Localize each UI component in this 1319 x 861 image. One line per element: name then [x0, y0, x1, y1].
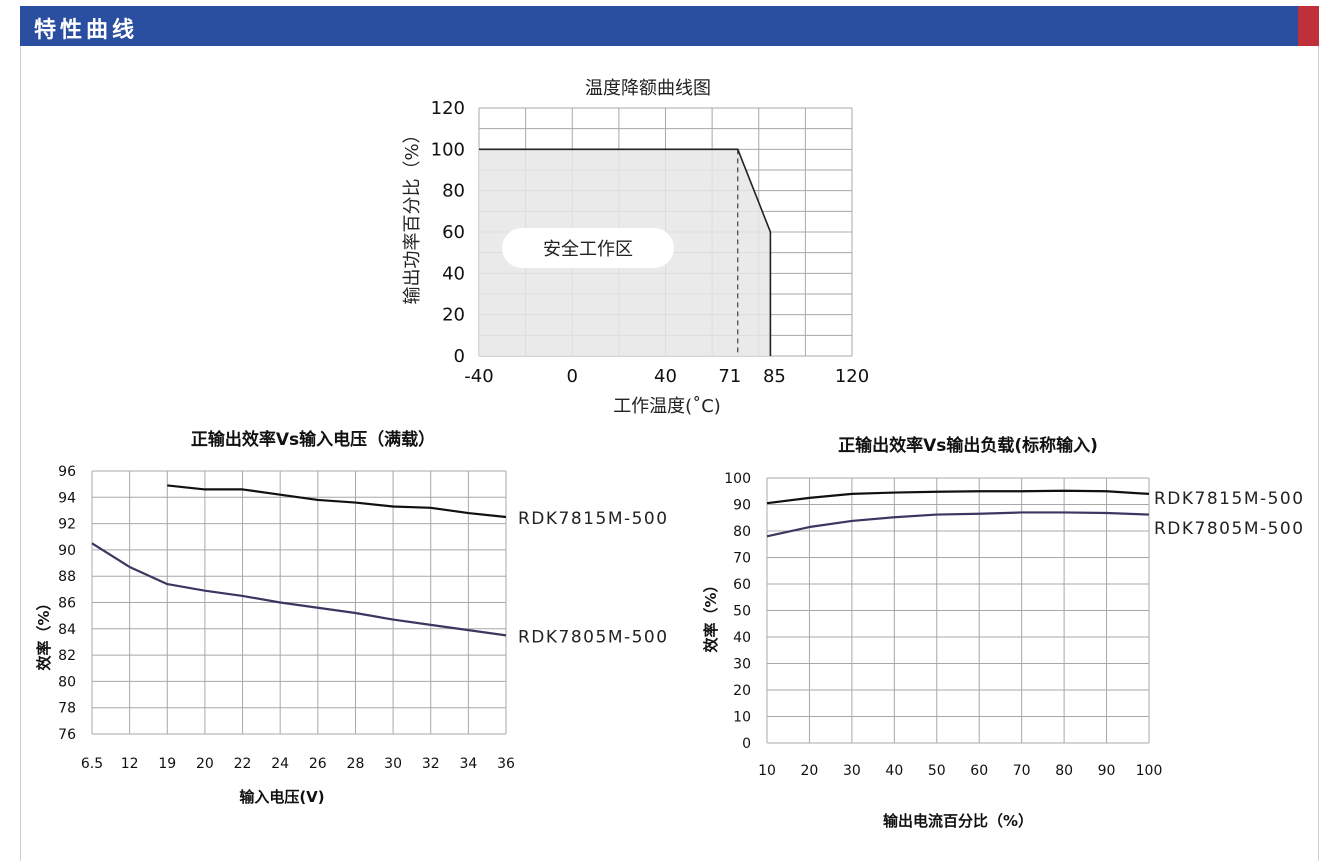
header-accent-block — [1298, 6, 1319, 46]
load-x-tick: 30 — [843, 763, 861, 779]
load-x-tick: 50 — [928, 763, 946, 779]
derating-y-tick: 0 — [454, 346, 465, 367]
voltage-x-tick: 12 — [121, 756, 139, 772]
voltage-x-tick: 34 — [459, 756, 477, 772]
derating-x-tick: 0 — [567, 366, 578, 387]
load-x-tick: 10 — [758, 763, 776, 779]
voltage-x-tick: 30 — [384, 756, 402, 772]
load-y-tick: 10 — [733, 710, 751, 726]
load-x-tick: 100 — [1136, 763, 1163, 779]
voltage-series-line — [167, 484, 507, 519]
voltage-series-group — [91, 484, 507, 637]
load-x-tick: 80 — [1055, 763, 1073, 779]
voltage-y-tick: 82 — [58, 648, 76, 664]
load-y-tick: 50 — [733, 604, 751, 620]
section-header-bar: 特性曲线 — [20, 6, 1319, 46]
voltage-y-tick: 90 — [58, 543, 76, 559]
voltage-series-label: RDK7805M-500 — [518, 627, 669, 647]
voltage-x-tick: 28 — [347, 756, 365, 772]
derating-x-tick: -40 — [464, 366, 493, 387]
voltage-x-axis-label: 输入电压(V) — [239, 788, 324, 806]
derating-x-tick: 120 — [835, 366, 869, 387]
derating-curve — [479, 148, 772, 356]
voltage-y-tick: 92 — [58, 517, 76, 533]
load-y-tick: 30 — [733, 657, 751, 673]
load-series-label: RDK7805M-500 — [1154, 519, 1305, 539]
voltage-y-axis-label: 效率（%） — [35, 595, 53, 670]
voltage-series-labels: RDK7815M-500 RDK7805M-500 — [518, 509, 669, 647]
voltage-y-tick: 76 — [58, 727, 76, 743]
load-y-axis-label: 效率（%） — [702, 577, 720, 652]
voltage-series-label: RDK7815M-500 — [518, 509, 669, 529]
derating-x-axis-label: 工作温度(˚C) — [613, 396, 721, 417]
derating-y-tick: 120 — [431, 98, 465, 119]
section-title: 特性曲线 — [34, 18, 139, 43]
voltage-x-tick: 6.5 — [81, 756, 103, 772]
frame-border-left — [20, 46, 21, 861]
load-grid — [766, 477, 1150, 744]
voltage-x-tick: 20 — [196, 756, 214, 772]
voltage-x-tick: 19 — [158, 756, 176, 772]
voltage-x-ticks: 6.5 12 19 20 22 24 26 28 30 32 34 36 — [81, 756, 515, 772]
safe-zone-badge — [502, 228, 674, 268]
load-y-tick: 100 — [724, 471, 751, 487]
derating-y-tick: 60 — [442, 222, 465, 243]
voltage-x-tick: 22 — [234, 756, 252, 772]
load-x-tick: 90 — [1098, 763, 1116, 779]
load-y-tick: 0 — [742, 736, 751, 752]
voltage-y-tick: 84 — [58, 622, 76, 638]
safe-zone-label: 安全工作区 — [543, 239, 633, 260]
load-series-line — [766, 489, 1150, 505]
load-x-axis-label: 输出电流百分比（%） — [883, 812, 1033, 830]
derating-y-ticks: 0 20 40 60 80 100 120 — [431, 98, 465, 367]
derating-y-tick: 80 — [442, 181, 465, 202]
voltage-chart-title: 正输出效率Vs输入电压（满载） — [191, 429, 435, 450]
derating-x-tick: 85 — [763, 366, 786, 387]
voltage-y-tick: 94 — [58, 490, 76, 506]
load-x-tick: 40 — [885, 763, 903, 779]
voltage-y-tick: 80 — [58, 674, 76, 690]
derating-x-tick: 40 — [654, 366, 677, 387]
load-series-line — [766, 511, 1150, 538]
voltage-y-tick: 86 — [58, 596, 76, 612]
load-x-tick: 20 — [801, 763, 819, 779]
voltage-y-ticks: 76 78 80 82 84 86 88 90 92 94 96 — [58, 464, 76, 743]
load-y-tick: 20 — [733, 683, 751, 699]
voltage-y-tick: 96 — [58, 464, 76, 480]
load-x-ticks: 10 20 30 40 50 60 70 80 90 100 — [758, 763, 1162, 779]
load-series-label: RDK7815M-500 — [1154, 489, 1305, 509]
derating-chart-title: 温度降额曲线图 — [585, 78, 711, 99]
voltage-y-tick: 78 — [58, 701, 76, 717]
load-x-tick: 60 — [970, 763, 988, 779]
load-series-labels: RDK7815M-500 RDK7805M-500 — [1154, 489, 1305, 539]
voltage-series-line — [91, 542, 507, 637]
derating-y-tick: 20 — [442, 305, 465, 326]
voltage-x-tick: 26 — [309, 756, 327, 772]
derating-x-tick: 71 — [718, 366, 741, 387]
derating-y-tick: 40 — [442, 263, 465, 284]
load-y-tick: 60 — [733, 577, 751, 593]
voltage-x-tick: 24 — [271, 756, 289, 772]
load-y-ticks: 0 10 20 30 40 50 60 70 80 90 100 — [724, 471, 751, 752]
derating-y-axis-label: 输出功率百分比（%） — [402, 125, 423, 304]
voltage-y-tick: 88 — [58, 569, 76, 585]
voltage-x-tick: 32 — [422, 756, 440, 772]
load-y-tick: 40 — [733, 630, 751, 646]
load-y-tick: 90 — [733, 498, 751, 514]
derating-y-tick: 100 — [431, 139, 465, 160]
derating-x-ticks: -40 0 40 71 85 120 — [464, 366, 869, 387]
load-y-tick: 70 — [733, 551, 751, 567]
load-y-tick: 80 — [733, 524, 751, 540]
load-chart-title: 正输出效率Vs输出负载(标称输入) — [838, 435, 1098, 456]
voltage-x-tick: 36 — [497, 756, 515, 772]
load-x-tick: 70 — [1013, 763, 1031, 779]
load-series-group — [766, 489, 1150, 538]
